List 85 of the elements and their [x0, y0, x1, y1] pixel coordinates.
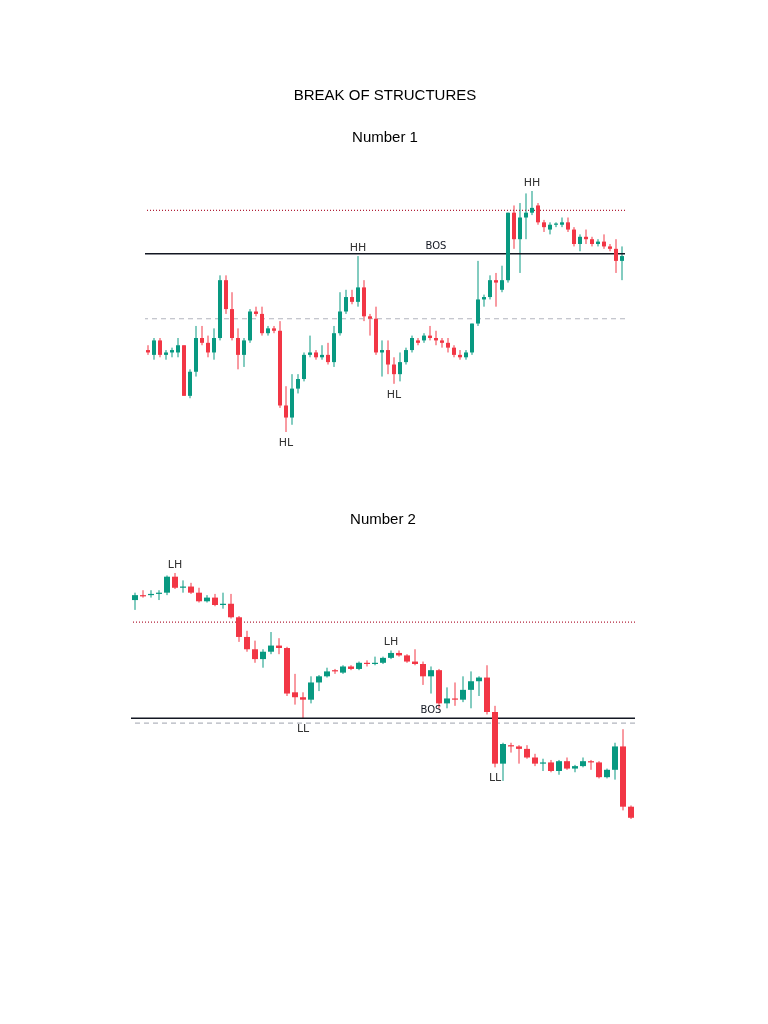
candlestick: [324, 667, 330, 679]
candlestick: [272, 325, 276, 334]
candlestick: [236, 615, 242, 643]
candlestick: [444, 686, 450, 709]
candlestick: [392, 356, 396, 385]
candlestick: [314, 349, 318, 361]
candlestick: [296, 373, 300, 394]
candlestick: [212, 327, 216, 361]
chart-subtitle: Number 1: [352, 128, 418, 145]
candlestick: [244, 630, 250, 653]
candlestick: [132, 592, 138, 611]
annotation: HH: [349, 241, 367, 255]
candlestick: [200, 325, 204, 346]
candlestick: [452, 681, 458, 707]
candlestick: [300, 691, 306, 719]
candlestick: [532, 753, 538, 767]
candlestick: [530, 190, 534, 216]
candlestick: [440, 337, 444, 349]
candlestick: [500, 742, 506, 782]
candlestick: [494, 272, 498, 308]
candlestick: [308, 335, 312, 358]
candlestick: [446, 337, 450, 353]
annotation: HL: [278, 436, 295, 449]
candlestick: [524, 192, 528, 240]
candlestick: [164, 574, 170, 596]
candlestick: [228, 593, 234, 620]
candlestick: [368, 313, 372, 337]
annotation: LL: [488, 771, 502, 785]
annotation: LH: [383, 635, 399, 649]
candlestick: [608, 243, 612, 252]
candlestick: [164, 349, 168, 361]
candlestick: [386, 339, 390, 375]
candlestick: [560, 217, 564, 228]
candlestick: [292, 673, 298, 706]
candlestick: [260, 648, 266, 669]
candlestick: [518, 202, 522, 274]
candlestick: [266, 325, 270, 337]
candlestick: [236, 327, 240, 370]
candlestick: [284, 385, 288, 433]
candlestick: [260, 306, 264, 337]
candlestick: [460, 675, 466, 703]
candlestick: [338, 291, 342, 337]
candlestick: [416, 337, 420, 346]
candlestick: [152, 337, 156, 361]
candlestick: [572, 764, 578, 773]
candlestick: [464, 349, 468, 361]
candlestick: [196, 587, 202, 604]
ref-line-label: BOS: [425, 239, 447, 251]
candlestick: [242, 337, 246, 368]
candlestick: [540, 758, 546, 772]
candlestick: [578, 233, 582, 252]
candlestick: [176, 337, 180, 358]
candlestick: [308, 675, 314, 704]
candlestick: [158, 337, 162, 358]
annotation: HH: [523, 176, 541, 189]
candlestick: [516, 744, 522, 765]
chart-title: Number 2: [350, 510, 416, 527]
candlestick: [188, 582, 194, 595]
candlestick: [620, 245, 624, 281]
candlestick: [344, 289, 348, 315]
candlestick: [350, 289, 354, 305]
candlestick: [420, 661, 426, 686]
candlestick: [428, 665, 434, 695]
candlestick: [316, 674, 322, 692]
candlestick: [268, 631, 274, 655]
candlestick: [614, 238, 618, 274]
ref-line-label: BOS: [420, 704, 442, 716]
annotation: LH: [167, 558, 183, 571]
candlestick: [548, 221, 552, 235]
candlestick: [542, 219, 546, 233]
candlestick: [206, 335, 210, 358]
annotation: HL: [386, 387, 403, 401]
candlestick: [612, 742, 618, 781]
candlestick: [572, 226, 576, 247]
candlestick: [252, 640, 258, 664]
candlestick: [356, 255, 360, 308]
candlestick: [488, 274, 492, 300]
candlestick: [326, 342, 330, 366]
candlestick: [580, 757, 586, 768]
candlestick: [536, 202, 540, 226]
chart-title: BREAK OF STRUCTURES: [293, 86, 477, 103]
candlestick: [398, 351, 402, 382]
candlestick: [468, 670, 474, 709]
candlestick: [500, 265, 504, 293]
annotation: LL: [296, 722, 310, 736]
